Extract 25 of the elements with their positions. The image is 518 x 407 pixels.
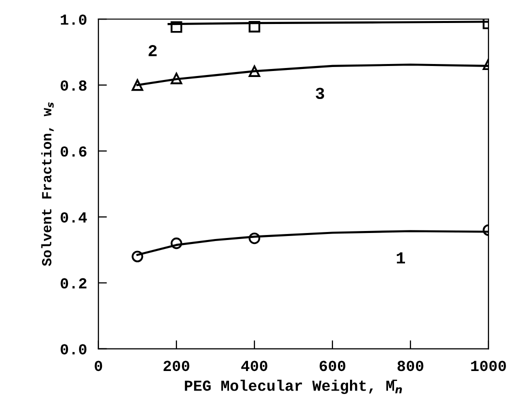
- x-tick-label: 1000: [471, 360, 506, 372]
- series-label: 1: [396, 252, 406, 264]
- point: [170, 21, 182, 33]
- y-axis-title: Solvent Fraction, w$_{s}$: [41, 102, 54, 266]
- x-tick-label: 200: [164, 360, 190, 372]
- point: [132, 79, 144, 91]
- point: [132, 250, 144, 262]
- y-tick-label: 0.0: [60, 344, 86, 354]
- point: [248, 65, 260, 77]
- y-tick-label: 0.6: [60, 146, 86, 157]
- series-label: 3: [316, 88, 324, 100]
- point: [248, 232, 260, 244]
- x-tick-label: 600: [320, 360, 346, 372]
- point: [170, 72, 182, 84]
- point: [248, 20, 260, 32]
- series-label: 2: [148, 45, 157, 56]
- y-tick-label: 0.4: [60, 212, 87, 223]
- y-tick-label: 0.8: [60, 80, 86, 91]
- x-axis-title: PEG Molecular Weight, M̄$_{n}$: [184, 380, 402, 394]
- x-tick-label: 0: [94, 360, 102, 372]
- y-tick-label: 0.2: [60, 278, 86, 289]
- point: [170, 238, 182, 250]
- x-tick-label: 400: [241, 360, 268, 372]
- x-tick-label: 800: [398, 360, 424, 372]
- y-tick-label: 1.0: [60, 14, 86, 25]
